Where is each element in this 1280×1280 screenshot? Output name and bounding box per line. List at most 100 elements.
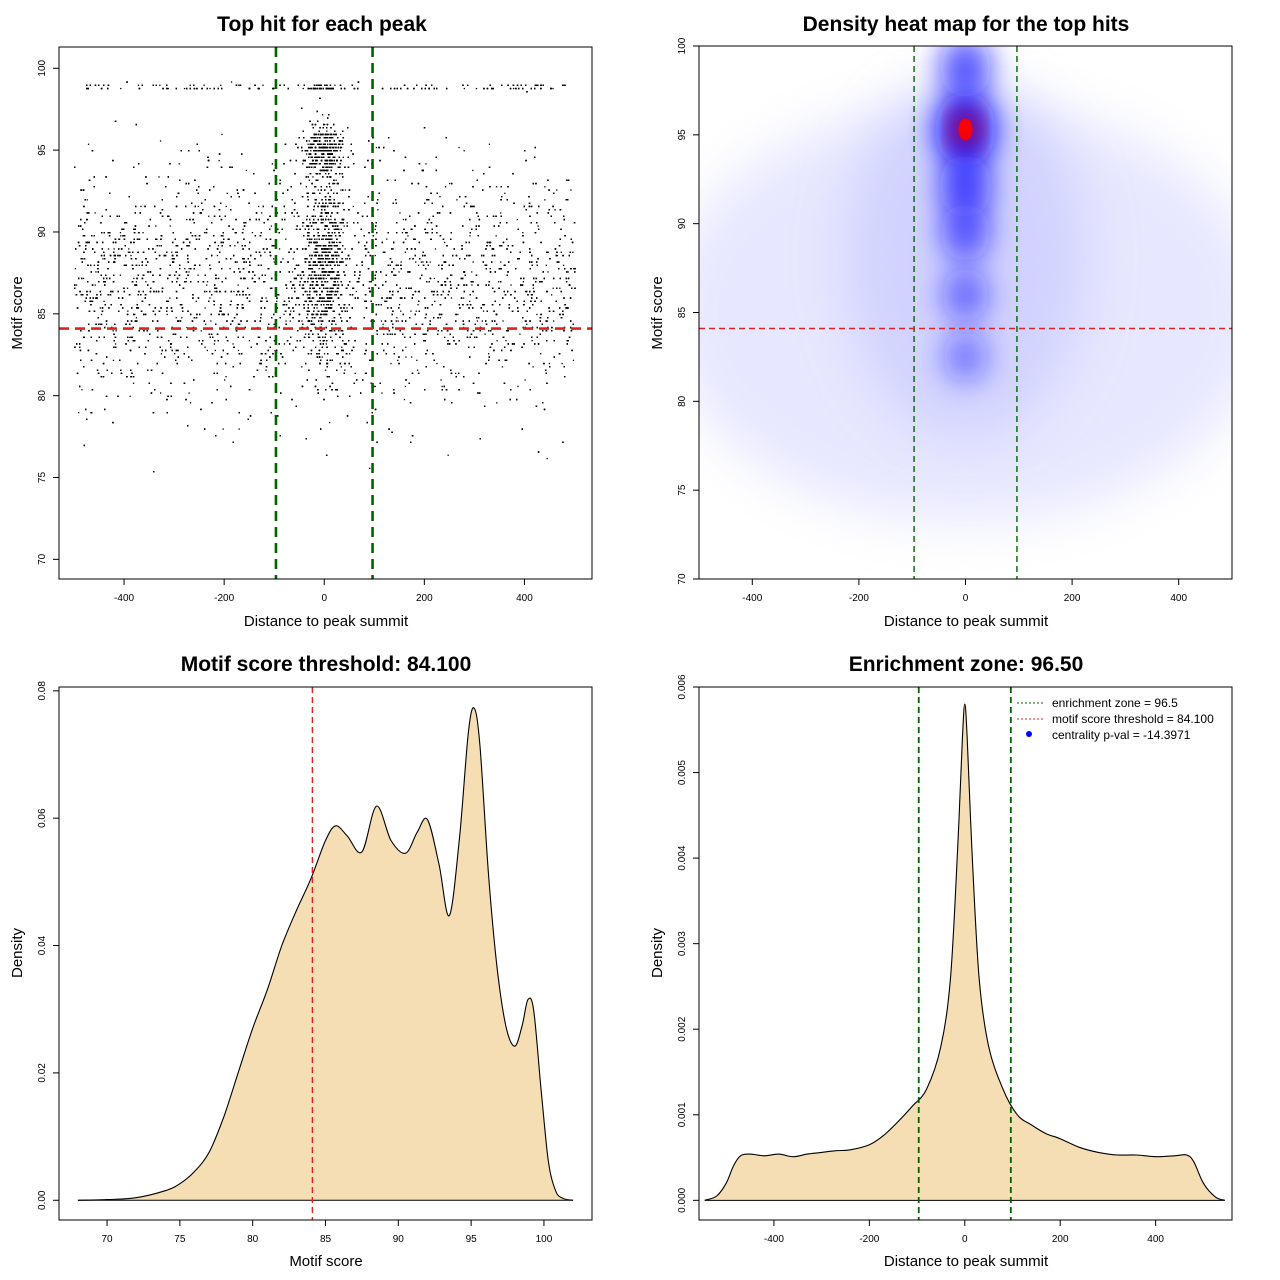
scatter-point: [526, 323, 528, 325]
scatter-point: [273, 261, 275, 263]
scatter-point: [175, 317, 177, 319]
scatter-point: [341, 294, 343, 296]
scatter-point: [500, 261, 502, 263]
scatter-point: [320, 323, 322, 325]
scatter-point: [495, 235, 497, 237]
scatter-point: [197, 274, 199, 276]
scatter-point: [188, 271, 190, 273]
scatter-point: [560, 251, 562, 253]
scatter-point: [517, 385, 519, 388]
scatter-point: [265, 369, 267, 371]
scatter-point: [78, 412, 80, 414]
scatter-point: [230, 81, 233, 83]
scatter-point: [206, 290, 208, 293]
scatter-point: [306, 290, 308, 293]
scatter-point: [232, 343, 234, 345]
scatter-point: [457, 313, 459, 316]
scatter-point: [425, 333, 427, 335]
scatter-point: [269, 287, 272, 289]
scatter-point: [318, 268, 320, 270]
scatter-point: [417, 290, 420, 293]
scatter-point: [340, 133, 342, 136]
scatter-point: [276, 300, 278, 302]
scatter-point: [472, 261, 474, 263]
scatter-point: [572, 251, 574, 253]
scatter-point: [399, 212, 401, 214]
scatter-point: [355, 290, 357, 293]
scatter-point: [415, 310, 417, 312]
scatter-point: [292, 258, 294, 260]
scatter-point: [319, 192, 321, 194]
scatter-point: [469, 254, 471, 257]
scatter-point: [411, 356, 413, 358]
scatter-point: [127, 310, 129, 312]
scatter-point: [126, 287, 129, 289]
scatter-point: [285, 320, 287, 322]
scatter-point: [471, 284, 473, 286]
scatter-point: [331, 238, 333, 240]
scatter-point: [96, 297, 98, 299]
scatter-point: [321, 313, 323, 316]
scatter-point: [321, 356, 323, 358]
scatter-point: [169, 297, 171, 299]
scatter-point: [333, 225, 335, 227]
scatter-point: [103, 300, 105, 302]
scatter-point: [81, 258, 84, 260]
scatter-point: [174, 353, 176, 355]
scatter-point: [403, 398, 406, 401]
scatter-point: [200, 330, 202, 332]
scatter-point: [400, 261, 402, 263]
scatter-point: [345, 258, 347, 260]
scatter-point: [320, 300, 323, 302]
scatter-point: [87, 143, 90, 145]
scatter-point: [224, 379, 226, 381]
scatter-point: [325, 173, 327, 175]
scatter-point: [274, 349, 276, 352]
scatter-point: [565, 281, 568, 283]
scatter-point: [220, 84, 222, 86]
scatter-point: [135, 281, 138, 283]
scatter-point: [186, 218, 188, 221]
scatter-point: [234, 245, 236, 247]
scatter-point: [544, 199, 546, 201]
scatter-point: [321, 114, 324, 116]
scatter-point: [510, 284, 512, 286]
scatter-point: [500, 212, 502, 214]
scatter-point: [306, 153, 308, 155]
scatter-point: [188, 268, 190, 270]
scatter-point: [94, 212, 96, 214]
scatter-point: [405, 356, 407, 358]
scatter-point: [258, 336, 261, 338]
scatter-point: [567, 271, 569, 273]
scatter-point: [185, 281, 187, 283]
scatter-point: [313, 222, 315, 224]
scatter-point: [225, 376, 227, 378]
scatter-point: [214, 349, 216, 352]
scatter-point: [329, 258, 331, 260]
scatter-point: [142, 232, 144, 234]
scatter-point: [440, 379, 442, 381]
scatter-point: [251, 232, 254, 234]
scatter-point: [556, 189, 558, 191]
scatter-point: [404, 251, 406, 253]
scatter-point: [344, 369, 346, 371]
scatter-point: [488, 143, 491, 145]
scatter-point: [204, 346, 206, 348]
scatter-point: [400, 310, 402, 312]
scatter-point: [447, 454, 449, 456]
scatter-point: [112, 359, 115, 361]
scatter-point: [270, 225, 273, 227]
scatter-point: [422, 261, 424, 263]
scatter-point: [184, 268, 186, 270]
scatter-point: [382, 251, 384, 253]
scatter-point: [81, 389, 83, 391]
scatter-point: [476, 320, 479, 322]
scatter-point: [554, 209, 556, 211]
scatter-point: [82, 235, 84, 237]
scatter-point: [456, 199, 458, 201]
scatter-point: [91, 300, 94, 302]
scatter-point: [159, 140, 162, 142]
scatter-point: [321, 156, 324, 158]
scatter-point: [407, 235, 409, 237]
scatter-point: [559, 287, 561, 289]
